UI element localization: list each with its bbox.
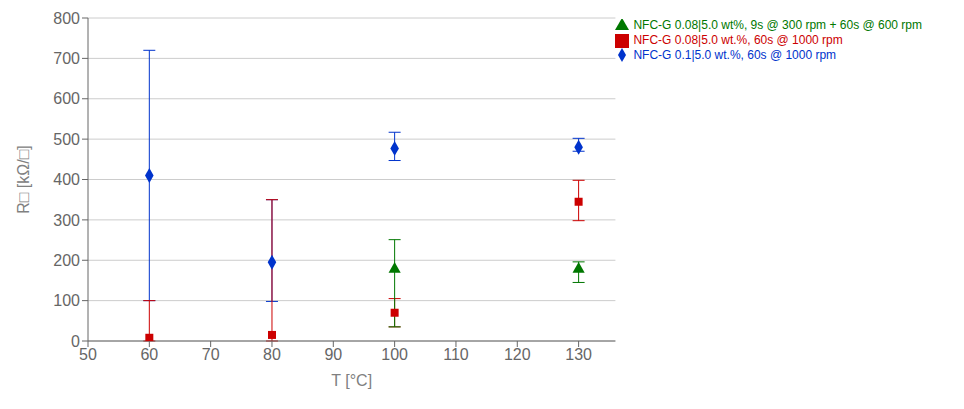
svg-text:600: 600 xyxy=(53,90,80,107)
svg-text:130: 130 xyxy=(565,346,592,363)
svg-text:T [°C]: T [°C] xyxy=(331,372,372,389)
svg-text:800: 800 xyxy=(53,10,80,27)
svg-text:100: 100 xyxy=(381,346,408,363)
svg-text:110: 110 xyxy=(443,346,469,363)
svg-text:90: 90 xyxy=(324,346,342,363)
svg-text:200: 200 xyxy=(53,252,80,269)
svg-text:R□ [kΩ/□]: R□ [kΩ/□] xyxy=(15,145,32,214)
html-text:NFC-G 0.08|5.0 wt%, 9s @ 300 r: NFC-G 0.08|5.0 wt%, 9s @ 300 rpm + 60s @… xyxy=(633,18,922,32)
svg-text:400: 400 xyxy=(53,171,80,188)
html-text:NFC-G 0.08|5.0 wt.%, 60s @ 100: NFC-G 0.08|5.0 wt.%, 60s @ 1000 rpm xyxy=(633,32,843,47)
svg-text:500: 500 xyxy=(53,131,80,148)
svg-text:50: 50 xyxy=(79,346,97,363)
svg-text:80: 80 xyxy=(263,346,281,363)
svg-text:700: 700 xyxy=(53,50,80,67)
svg-text:100: 100 xyxy=(53,292,80,309)
svg-text:0: 0 xyxy=(71,333,80,350)
svg-text:60: 60 xyxy=(140,346,158,363)
svg-text:70: 70 xyxy=(202,346,220,363)
svg-text:120: 120 xyxy=(504,346,531,363)
svg-text:300: 300 xyxy=(53,212,80,229)
html-text:NFC-G 0.1|5.0 wt.%, 60s @ 1000: NFC-G 0.1|5.0 wt.%, 60s @ 1000 rpm xyxy=(633,47,837,62)
